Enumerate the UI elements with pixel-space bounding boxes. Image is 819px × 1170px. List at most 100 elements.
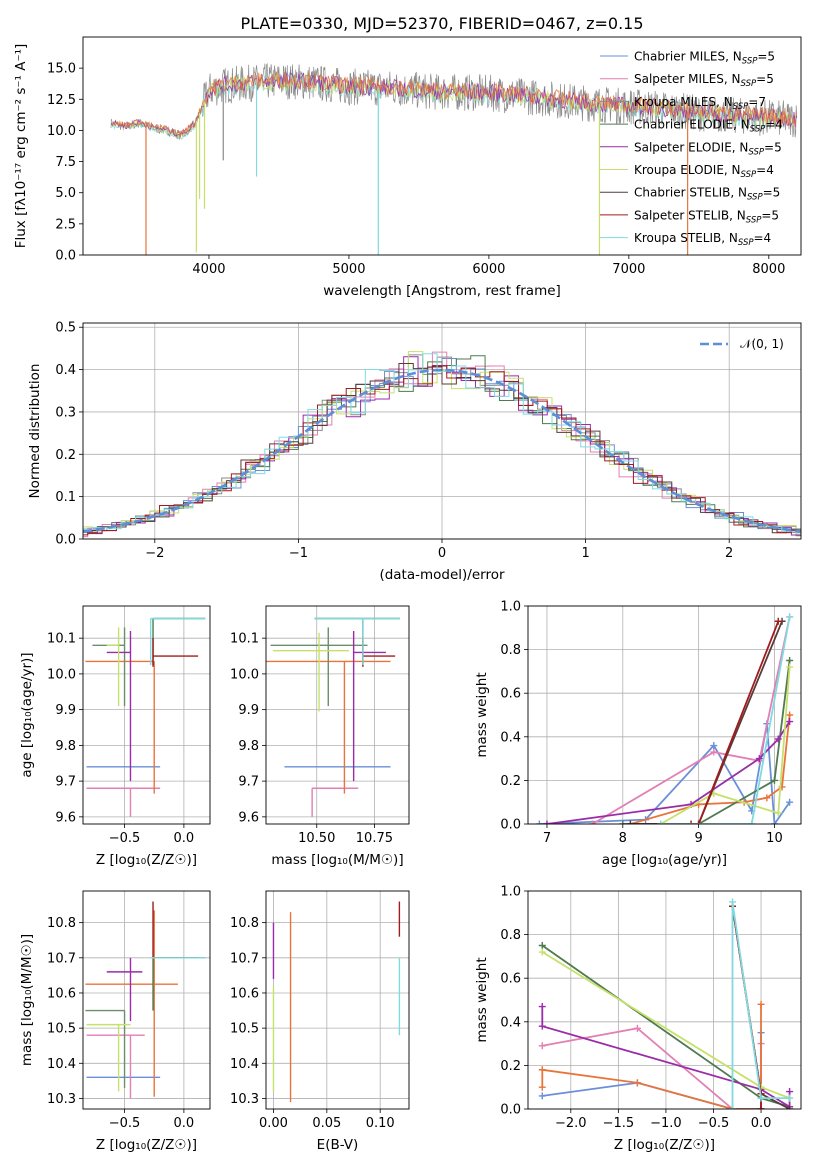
- y-tick-label: 0.6: [500, 972, 521, 987]
- weight-series-group: [535, 613, 794, 824]
- y-tick-label: 9.9: [238, 703, 259, 718]
- weight-series-line: [622, 660, 791, 824]
- legend-value: =5: [763, 186, 781, 200]
- residual-histogram: [83, 351, 801, 535]
- weight-point-marker: [770, 820, 778, 824]
- legend-subscript: SSP: [738, 238, 754, 248]
- legend-value: =5: [757, 50, 775, 64]
- y-tick-label: 10.4: [47, 1057, 76, 1072]
- y-tick-label: 0.2: [55, 448, 76, 463]
- legend-label: Chabrier MILES, NSSP=5: [634, 50, 775, 67]
- x-tick-label: 10.50: [298, 831, 335, 846]
- x-tick-label: 0.10: [366, 1116, 395, 1131]
- y-tick-label: 0.5: [55, 321, 76, 336]
- y-axis-label: Normed distribution: [27, 364, 43, 499]
- y-tick-label: 0.4: [500, 730, 521, 745]
- weight-point-marker: [755, 755, 763, 763]
- y-tick-label: 10.8: [230, 916, 259, 931]
- weight-point-marker: [729, 1105, 737, 1109]
- x-axis-label: Z [log₁₀(Z/Z☉)]: [614, 1137, 715, 1153]
- residual-histogram: [83, 351, 801, 538]
- weight-point-marker: [786, 711, 794, 719]
- weight-point-marker: [538, 1083, 546, 1091]
- weight-point-marker: [695, 820, 703, 824]
- histogram-lines: [83, 351, 801, 538]
- residual-histogram: [83, 354, 801, 537]
- x-tick-label: −1: [289, 546, 308, 561]
- axes-frame: [82, 605, 211, 825]
- legend-text: Salpeter STELIB, N: [634, 208, 746, 222]
- ticks: −2 −1 0 1 2 0.0 0.1 0.2 0.3 0.4 0.5: [55, 321, 733, 561]
- weight-point-marker: [786, 798, 794, 806]
- weight-point-marker: [619, 820, 627, 824]
- axes-frame: [82, 890, 211, 1110]
- weight-point-marker: [757, 1000, 765, 1008]
- weight-series-line: [731, 901, 790, 1109]
- legend-text: Salpeter ELODIE, N: [634, 140, 748, 154]
- weight-point-marker: [538, 1066, 546, 1074]
- y-tick-label: 9.6: [238, 810, 259, 825]
- y-tick-label: 9.6: [55, 810, 76, 825]
- x-tick-label: 5000: [332, 262, 365, 277]
- axes-frame: [265, 605, 410, 825]
- legend-value: =4: [765, 118, 783, 132]
- y-tick-label: 1.0: [500, 885, 521, 900]
- y-axis-label: mass weight: [474, 957, 490, 1042]
- x-tick-label: 10.75: [356, 831, 393, 846]
- spectrum-panel: 4000 5000 6000 7000 8000 0.0 2.5 5.0 7.5 10.0 12.5…: [13, 36, 802, 299]
- ticks: −2.0 −1.5 −1.0 −0.5 0.0 0.0 0.2 0.4 0.6 0.8 1.0: [500, 885, 771, 1132]
- weight-series-line: [660, 616, 791, 824]
- legend-subscript: SSP: [750, 125, 766, 135]
- normal-distribution-curve: [83, 368, 801, 533]
- y-tick-label: 0.1: [55, 490, 76, 505]
- x-tick-label: −0.5: [109, 831, 141, 846]
- y-tick-label: 10.1: [47, 632, 76, 647]
- x-axis-label: Z [log₁₀(Z/Z☉)]: [96, 852, 197, 868]
- weight-point-marker: [710, 742, 718, 750]
- weight-point-marker: [763, 794, 771, 802]
- legend-text: Chabrier STELIB, N: [634, 186, 747, 200]
- y-tick-label: 9.7: [238, 775, 259, 790]
- legend-label: Salpeter STELIB, NSSP=5: [634, 208, 779, 225]
- age-vs-metallicity-panel: −0.5 0.0 9.6 9.7 9.8 9.9 10.0 10.1 Z [log₁₀(Z/Z☉…: [19, 605, 211, 868]
- x-tick-label: −0.5: [109, 1116, 141, 1131]
- axes-frame: [82, 322, 802, 540]
- y-tick-label: 0.6: [500, 687, 521, 702]
- legend-value: =5: [756, 72, 774, 86]
- x-tick-label: 7000: [612, 262, 645, 277]
- ticks: −0.5 0.0 10.3 10.4 10.5 10.6 10.7 10.8: [47, 916, 194, 1131]
- errorbar-group: [85, 901, 206, 1099]
- legend-text: Chabrier MILES, N: [634, 50, 742, 64]
- weight-point-marker: [774, 735, 782, 743]
- y-tick-label: 0.4: [55, 363, 76, 378]
- legend-value: =4: [756, 163, 774, 177]
- legend-value: =4: [754, 231, 772, 245]
- x-tick-label: 0: [438, 546, 446, 561]
- weight-point-marker: [786, 663, 794, 671]
- x-tick-label: 0.0: [174, 1116, 195, 1131]
- weight-point-marker: [757, 1094, 765, 1102]
- y-tick-label: 0.0: [55, 533, 76, 548]
- weight-point-marker: [770, 776, 778, 784]
- x-tick-label: 8: [619, 831, 627, 846]
- weight-point-marker: [535, 820, 543, 824]
- x-tick-label: −1.5: [603, 1116, 635, 1131]
- y-tick-label: 10.6: [230, 986, 259, 1001]
- y-tick-label: 5.0: [55, 186, 76, 201]
- weight-point-marker: [588, 820, 596, 824]
- legend-subscript: SSP: [742, 57, 758, 67]
- legend-value: =5: [761, 208, 779, 222]
- ticks: 4000 5000 6000 7000 8000 0.0 2.5 5.0 7.5 10.0 12.5…: [47, 62, 785, 277]
- y-tick-label: 0.8: [500, 643, 521, 658]
- y-tick-label: 10.0: [47, 667, 76, 682]
- y-tick-label: 2.5: [55, 217, 76, 232]
- legend-text: Kroupa MILES, N: [634, 95, 733, 109]
- y-tick-label: 7.5: [55, 155, 76, 170]
- y-tick-label: 10.8: [47, 916, 76, 931]
- y-tick-label: 0.4: [500, 1015, 521, 1030]
- weight-point-marker: [543, 820, 551, 824]
- errorbar-group: [272, 901, 401, 1102]
- errorbar-group: [85, 617, 206, 817]
- legend-label: 𝒩(0, 1): [740, 337, 784, 351]
- weight-series-line: [592, 616, 791, 824]
